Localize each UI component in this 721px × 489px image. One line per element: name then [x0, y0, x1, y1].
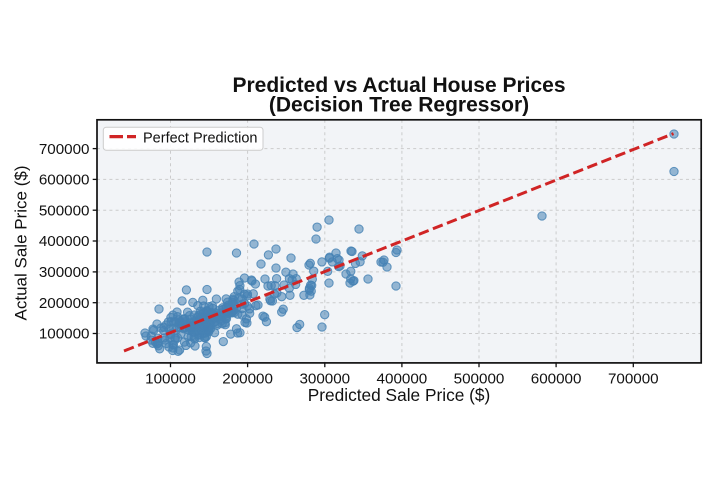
svg-text:200000: 200000: [222, 371, 273, 388]
svg-text:(Decision Tree Regressor): (Decision Tree Regressor): [269, 93, 529, 116]
svg-text:Actual Sale Price ($): Actual Sale Price ($): [12, 166, 31, 321]
svg-text:700000: 700000: [39, 141, 90, 158]
svg-text:400000: 400000: [377, 371, 428, 388]
svg-text:600000: 600000: [531, 371, 582, 388]
svg-text:300000: 300000: [39, 264, 90, 281]
svg-text:700000: 700000: [608, 371, 659, 388]
svg-text:500000: 500000: [39, 202, 90, 219]
svg-text:600000: 600000: [39, 172, 90, 189]
svg-text:Predicted Sale Price ($): Predicted Sale Price ($): [308, 385, 491, 405]
svg-text:300000: 300000: [299, 371, 350, 388]
svg-text:100000: 100000: [39, 326, 90, 343]
svg-text:500000: 500000: [454, 371, 505, 388]
svg-text:100000: 100000: [145, 371, 196, 388]
svg-text:200000: 200000: [39, 295, 90, 312]
svg-text:Perfect Prediction: Perfect Prediction: [143, 131, 257, 147]
svg-text:400000: 400000: [39, 233, 90, 250]
svg-text:Predicted vs Actual House Pric: Predicted vs Actual House Prices: [232, 74, 565, 97]
